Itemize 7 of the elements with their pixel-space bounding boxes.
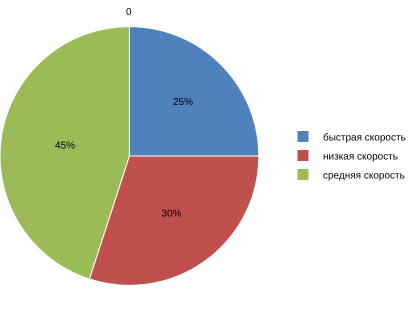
legend-label: быстрая скорость — [323, 132, 406, 144]
data-label: 45% — [55, 140, 76, 152]
legend-label: низкая скорость — [323, 151, 398, 162]
text: 0 — [126, 7, 132, 18]
legend-label: средняя скорость — [323, 170, 405, 182]
data-label: 30% — [161, 208, 182, 220]
data-label: 25% — [172, 96, 194, 108]
